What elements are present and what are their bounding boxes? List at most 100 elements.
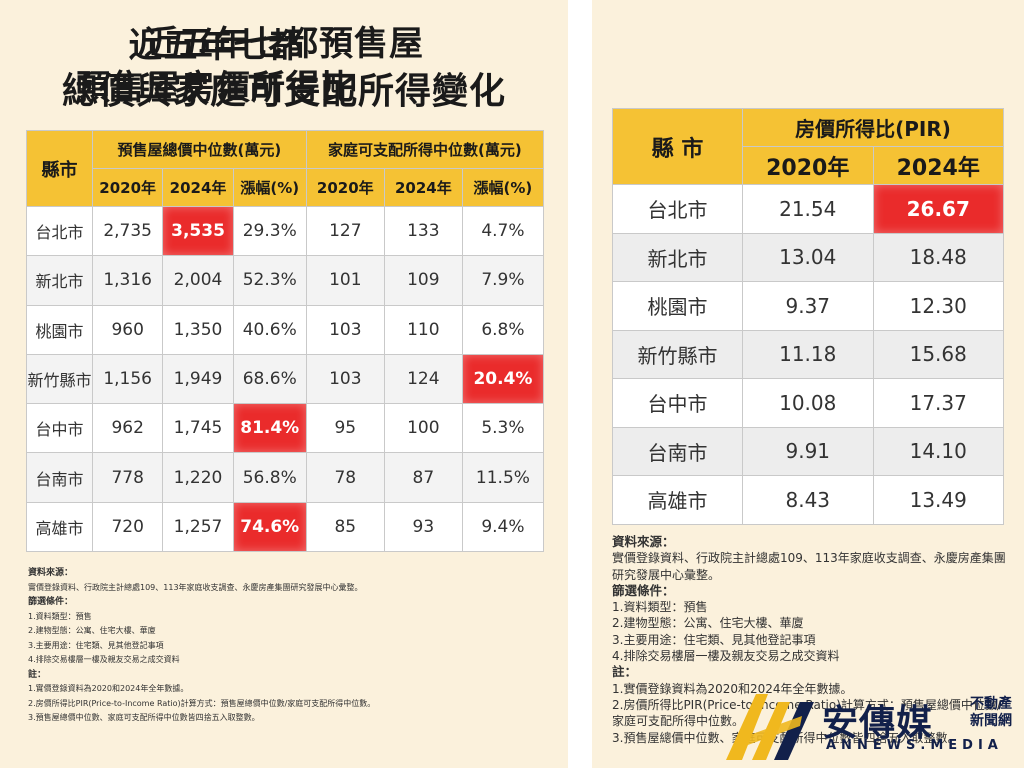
income-2020-cell: 101 — [305, 255, 385, 306]
city-cell: 新竹縣市 — [612, 329, 743, 379]
price-change-cell: 29.3% — [232, 205, 307, 257]
note-heading: 註： — [28, 669, 47, 680]
header-income-group: 家庭可支配所得中位數(萬元) — [305, 130, 545, 169]
filter-item: 2.建物型態：公寓、住宅大樓、華廈 — [28, 626, 156, 635]
city-cell: 高雄市 — [612, 475, 743, 525]
table-row: 台北市 21.54 26.67 — [612, 184, 1004, 234]
price-2020-cell: 962 — [91, 403, 164, 454]
income-2020-cell: 85 — [305, 501, 385, 553]
table-row: 新竹縣市 11.18 15.68 — [612, 329, 1004, 379]
left-title-line1: 近五年七都預售屋 — [144, 24, 424, 64]
price-change-cell: 52.3% — [232, 255, 307, 306]
annews-logo: 安傳媒 不動產 新聞網 ANNEWS.MEDIA — [722, 690, 1022, 764]
logo-sub-line2: 新聞網 — [970, 713, 1012, 729]
logo-name: 安傳媒 — [822, 703, 934, 744]
income-2020-cell: 78 — [305, 452, 385, 503]
filter-item: 3.主要用途：住宅類、見其他登記事項 — [612, 632, 816, 647]
table-row: 台南市 9.91 14.10 — [612, 426, 1004, 476]
pir-2020-cell: 11.18 — [742, 329, 874, 379]
pir-2024-cell: 15.68 — [872, 329, 1004, 379]
income-change-cell-highlight: 20.4% — [461, 353, 545, 405]
income-2024-cell: 133 — [383, 205, 463, 257]
price-change-cell-highlight: 74.6% — [232, 501, 307, 553]
header-city: 縣市 — [26, 130, 93, 207]
city-cell: 台北市 — [26, 205, 93, 257]
header-price-2024: 2024年 — [162, 168, 234, 207]
city-cell: 台北市 — [612, 184, 743, 234]
price-2020-cell: 2,735 — [91, 205, 164, 257]
pir-2024-cell: 13.49 — [872, 475, 1004, 525]
price-2024-cell: 1,350 — [162, 304, 234, 355]
right-title-line2: 預售屋房價所得比 — [76, 68, 356, 108]
note-item: 1.實價登錄資料為2020和2024年全年數據。 — [28, 684, 189, 693]
logo-sub: 不動產 新聞網 — [970, 696, 1022, 730]
pir-table: 縣 市 房價所得比(PIR) 2020年 2024年 台北市 21.54 26.… — [612, 108, 1004, 525]
pir-2024-cell: 14.10 — [872, 426, 1004, 476]
city-cell: 台南市 — [26, 452, 93, 503]
filter-item: 4.排除交易樓層一樓及親友交易之成交資料 — [28, 655, 180, 664]
table-row: 新北市 1,316 2,004 52.3% 101 109 7.9% — [26, 255, 545, 306]
source-heading: 資料來源： — [28, 568, 74, 578]
pir-2020-cell: 10.08 — [742, 378, 874, 428]
filter-heading: 篩選條件： — [28, 597, 74, 607]
income-2020-cell: 103 — [305, 304, 385, 355]
city-cell: 台中市 — [26, 403, 93, 454]
filter-item: 1.資料類型：預售 — [28, 611, 92, 621]
price-2024-cell: 2,004 — [162, 255, 234, 306]
income-change-cell: 6.8% — [461, 304, 545, 355]
income-change-cell: 5.3% — [461, 403, 545, 454]
income-2024-cell: 87 — [383, 452, 463, 503]
pir-2020-cell: 9.91 — [742, 426, 874, 476]
table-row: 新北市 13.04 18.48 — [612, 232, 1004, 282]
right-title-line1: 近五年七都 — [128, 26, 304, 66]
income-change-cell: 7.9% — [461, 255, 545, 306]
logo-en: ANNEWS.MEDIA — [826, 738, 1003, 753]
table-row: 新竹縣市 1,156 1,949 68.6% 103 124 20.4% — [26, 353, 545, 405]
price-2020-cell: 960 — [91, 304, 164, 355]
table-row: 台中市 10.08 17.37 — [612, 378, 1004, 428]
header-price-group: 預售屋總價中位數(萬元) — [92, 130, 307, 169]
price-change-cell: 56.8% — [232, 452, 307, 503]
table-row: 高雄市 720 1,257 74.6% 85 93 9.4% — [26, 501, 545, 553]
header-price-change: 漲幅(%) — [232, 168, 307, 207]
source-heading: 資料來源： — [612, 534, 675, 549]
city-cell: 桃園市 — [612, 281, 743, 331]
left-notes: 資料來源： 實價登錄資料、行政院主計總處109、113年家庭收支調查、永慶房產集… — [28, 566, 548, 726]
price-2020-cell: 778 — [91, 452, 164, 503]
price-2020-cell: 1,156 — [91, 353, 164, 405]
city-cell: 台南市 — [612, 426, 743, 476]
city-cell: 桃園市 — [26, 304, 93, 355]
source-text: 實價登錄資料、行政院主計總處109、113年家庭收支調查、永慶房產集團研究發展中… — [612, 551, 1006, 582]
note-item: 1.實價登錄資料為2020和2024年全年數據。 — [612, 681, 853, 696]
income-2020-cell: 103 — [305, 353, 385, 405]
city-cell: 高雄市 — [26, 501, 93, 553]
header-price-2020: 2020年 — [91, 168, 164, 207]
price-2020-cell: 720 — [91, 501, 164, 553]
city-cell: 新北市 — [26, 255, 93, 306]
city-cell: 新北市 — [612, 232, 743, 282]
price-2024-cell-highlight: 3,535 — [162, 205, 234, 257]
pir-2020-cell: 21.54 — [742, 184, 874, 234]
pir-2024-cell: 18.48 — [872, 232, 1004, 282]
source-text: 實價登錄資料、行政院主計總處109、113年家庭收支調查、永慶房產集團研究發展中… — [28, 582, 363, 592]
income-2024-cell: 100 — [383, 403, 463, 454]
logo-mark-icon — [726, 694, 814, 760]
income-change-cell: 4.7% — [461, 205, 545, 257]
income-change-cell: 11.5% — [461, 452, 545, 503]
note-item: 2.房價所得比PIR(Price-to-Income Ratio)計算方式：預售… — [28, 698, 376, 708]
price-2024-cell: 1,220 — [162, 452, 234, 503]
price-2024-cell: 1,745 — [162, 403, 234, 454]
header-income-change: 漲幅(%) — [461, 168, 545, 207]
table-row: 桃園市 9.37 12.30 — [612, 281, 1004, 331]
header-pir-group: 房價所得比(PIR) — [742, 108, 1004, 147]
price-change-cell-highlight: 81.4% — [232, 403, 307, 454]
filter-item: 3.主要用途：住宅類、見其他登記事項 — [28, 640, 164, 650]
filter-item: 4.排除交易樓層一樓及親友交易之成交資料 — [612, 649, 840, 664]
note-heading: 註： — [612, 664, 638, 680]
pir-2024-cell: 12.30 — [872, 281, 1004, 331]
city-cell: 台中市 — [612, 378, 743, 428]
pir-2020-cell: 13.04 — [742, 232, 874, 282]
income-2024-cell: 110 — [383, 304, 463, 355]
logo-sub-line1: 不動產 — [970, 696, 1012, 712]
pir-2024-cell: 17.37 — [872, 378, 1004, 428]
